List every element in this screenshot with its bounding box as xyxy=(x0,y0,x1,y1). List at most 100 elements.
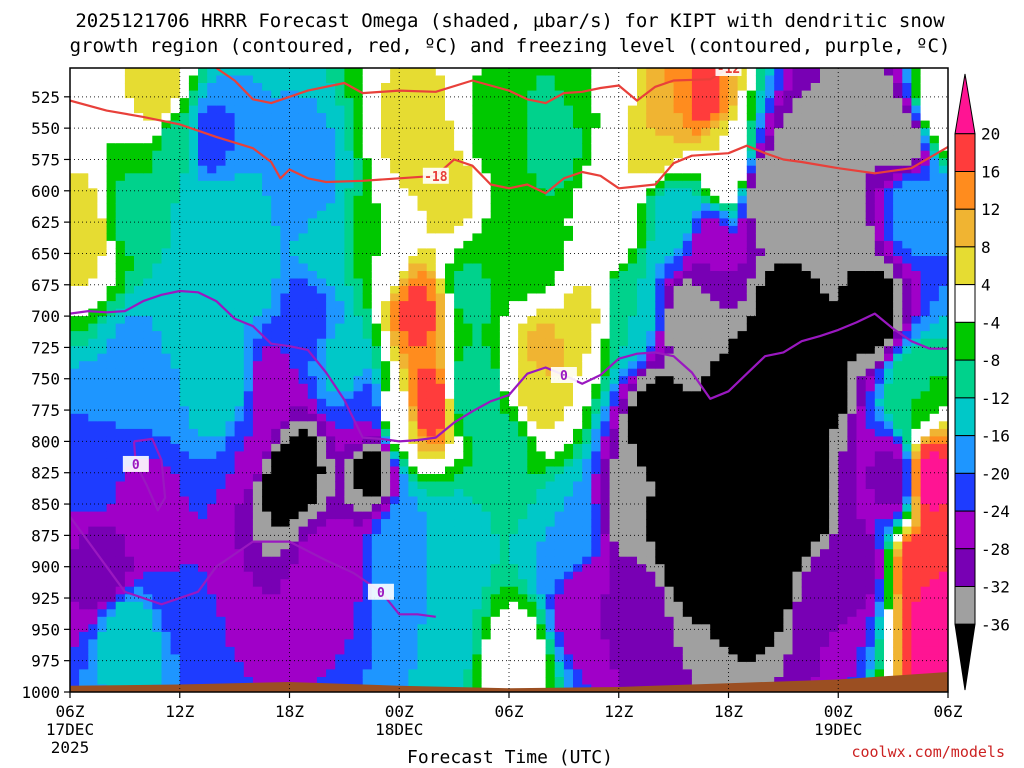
omega-cell xyxy=(161,98,172,107)
omega-cell xyxy=(600,278,611,287)
omega-cell xyxy=(573,474,583,483)
omega-cell xyxy=(536,519,547,528)
omega-cell xyxy=(582,308,592,317)
omega-cell xyxy=(545,150,556,159)
omega-cell xyxy=(426,263,437,272)
omega-cell xyxy=(161,504,172,513)
omega-cell xyxy=(179,428,190,437)
omega-cell xyxy=(234,263,245,272)
omega-cell xyxy=(106,83,117,92)
omega-cell xyxy=(216,466,226,475)
omega-cell xyxy=(143,669,153,678)
omega-cell xyxy=(481,90,492,99)
omega-cell xyxy=(225,271,236,280)
omega-cell xyxy=(143,248,153,257)
omega-cell xyxy=(527,128,537,137)
omega-cell xyxy=(371,579,382,588)
omega-cell xyxy=(198,331,208,340)
omega-cell xyxy=(88,631,98,640)
omega-cell xyxy=(353,120,364,129)
omega-cell xyxy=(435,195,446,204)
omega-cell xyxy=(408,210,419,219)
omega-cell xyxy=(316,188,327,197)
omega-cell xyxy=(207,398,217,407)
omega-cell xyxy=(472,120,483,129)
omega-cell xyxy=(499,609,510,618)
omega-cell xyxy=(179,353,190,362)
omega-cell xyxy=(161,150,172,159)
omega-cell xyxy=(426,474,437,483)
omega-cell xyxy=(225,428,236,437)
omega-cell xyxy=(435,271,446,280)
omega-cell xyxy=(481,278,492,287)
omega-cell xyxy=(381,173,391,182)
omega-cell xyxy=(399,677,409,686)
omega-cell xyxy=(298,150,309,159)
omega-cell xyxy=(298,541,309,550)
omega-cell xyxy=(88,308,98,317)
omega-cell xyxy=(527,180,537,189)
omega-cell xyxy=(152,158,162,167)
omega-cell xyxy=(344,83,355,92)
omega-cell xyxy=(371,90,382,99)
omega-cell xyxy=(335,218,345,227)
omega-cell xyxy=(207,413,217,422)
omega-cell xyxy=(509,594,519,603)
omega-cell xyxy=(490,458,501,467)
omega-cell xyxy=(115,458,126,467)
omega-cell xyxy=(234,481,245,490)
omega-cell xyxy=(88,496,98,505)
omega-cell xyxy=(316,338,327,347)
omega-cell xyxy=(234,556,245,565)
omega-cell xyxy=(371,165,382,174)
omega-cell xyxy=(280,451,291,460)
omega-cell xyxy=(536,511,547,520)
omega-cell xyxy=(518,113,528,122)
omega-cell xyxy=(545,458,556,467)
omega-cell xyxy=(353,263,364,272)
omega-cell xyxy=(344,218,355,227)
omega-cell xyxy=(408,331,419,340)
omega-cell xyxy=(490,188,501,197)
omega-cell xyxy=(563,556,574,565)
omega-cell xyxy=(161,180,172,189)
omega-cell xyxy=(88,278,98,287)
omega-cell xyxy=(426,301,437,310)
omega-cell xyxy=(70,271,80,280)
omega-cell xyxy=(179,338,190,347)
omega-cell xyxy=(591,436,601,445)
omega-cell xyxy=(371,496,382,505)
omega-cell xyxy=(234,421,245,430)
omega-cell xyxy=(161,631,172,640)
omega-cell xyxy=(554,677,565,686)
omega-cell xyxy=(179,323,190,332)
omega-cell xyxy=(97,271,108,280)
omega-cell xyxy=(134,263,144,272)
omega-cell xyxy=(573,624,583,633)
omega-cell xyxy=(152,188,162,197)
omega-cell xyxy=(435,654,446,663)
omega-cell xyxy=(591,323,601,332)
omega-cell xyxy=(445,113,455,122)
omega-cell xyxy=(207,105,217,114)
omega-cell xyxy=(316,451,327,460)
omega-cell xyxy=(97,451,108,460)
omega-cell xyxy=(609,293,620,302)
omega-cell xyxy=(97,571,108,580)
omega-cell xyxy=(316,489,327,498)
omega-cell xyxy=(188,458,199,467)
omega-cell xyxy=(545,225,556,234)
omega-cell xyxy=(417,308,428,317)
omega-cell xyxy=(152,406,162,415)
omega-cell xyxy=(426,368,437,377)
omega-cell xyxy=(582,83,592,92)
omega-cell xyxy=(161,338,172,347)
omega-cell xyxy=(371,549,382,558)
omega-cell xyxy=(490,218,501,227)
omega-cell xyxy=(143,398,153,407)
omega-cell xyxy=(262,511,272,520)
omega-cell xyxy=(371,143,382,152)
omega-cell xyxy=(243,240,254,249)
omega-cell xyxy=(289,68,300,77)
omega-cell xyxy=(262,323,272,332)
